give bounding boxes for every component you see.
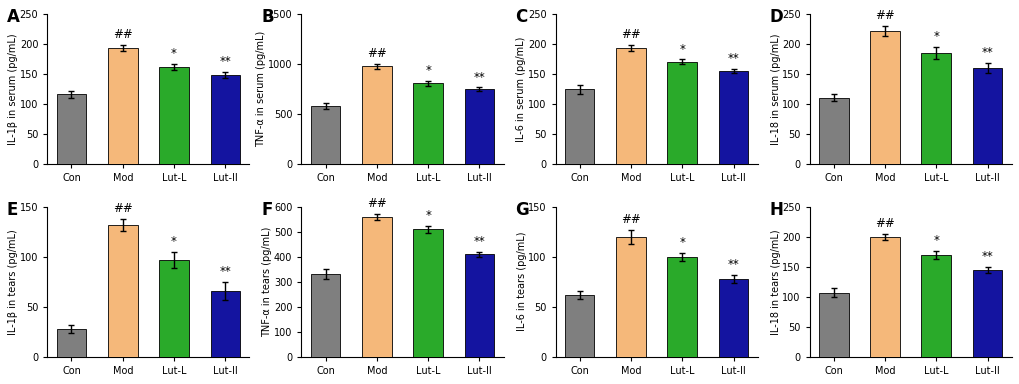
Bar (464, 89, 494, 164)
Bar (413, 229, 442, 357)
Bar (210, 291, 240, 357)
Text: F: F (261, 201, 272, 219)
Text: D: D (768, 8, 783, 26)
Text: **: ** (473, 235, 485, 248)
Y-axis label: IL-6 in tears (pg/mL): IL-6 in tears (pg/mL) (516, 232, 526, 331)
Y-axis label: TNF-α in tears (pg/mL): TNF-α in tears (pg/mL) (262, 227, 272, 337)
Text: **: ** (727, 258, 739, 271)
Text: H: H (768, 201, 783, 219)
Bar (565, 89, 594, 164)
Text: ##: ## (113, 28, 132, 41)
Text: *: * (679, 236, 685, 249)
Bar (413, 83, 442, 164)
Text: ##: ## (367, 48, 386, 60)
Text: *: * (171, 47, 177, 60)
Text: ##: ## (621, 213, 640, 226)
Bar (920, 255, 951, 357)
Bar (818, 293, 848, 357)
Text: **: ** (219, 55, 231, 68)
Y-axis label: IL-18 in serum (pg/mL): IL-18 in serum (pg/mL) (769, 33, 780, 145)
Text: **: ** (980, 250, 993, 263)
Text: A: A (7, 8, 19, 26)
Bar (565, 295, 594, 357)
Bar (869, 237, 899, 357)
Bar (362, 217, 391, 357)
Text: E: E (7, 201, 18, 219)
Text: **: ** (219, 265, 231, 278)
Text: B: B (261, 8, 273, 26)
Bar (666, 62, 696, 164)
Bar (311, 106, 340, 164)
Y-axis label: TNF-α in serum (pg/mL): TNF-α in serum (pg/mL) (256, 31, 266, 147)
Text: *: * (932, 234, 938, 247)
Bar (920, 53, 951, 164)
Bar (615, 237, 645, 357)
Bar (615, 48, 645, 164)
Bar (311, 274, 340, 357)
Y-axis label: IL-1β in tears (pg/mL): IL-1β in tears (pg/mL) (8, 229, 18, 334)
Text: C: C (515, 8, 527, 26)
Y-axis label: IL-6 in serum (pg/mL): IL-6 in serum (pg/mL) (516, 36, 526, 142)
Text: ##: ## (621, 28, 640, 41)
Text: **: ** (980, 46, 993, 60)
Text: ##: ## (874, 217, 894, 230)
Text: **: ** (473, 71, 485, 84)
Bar (718, 71, 748, 164)
Bar (718, 279, 748, 357)
Bar (818, 98, 848, 164)
Text: ##: ## (874, 9, 894, 22)
Text: G: G (515, 201, 528, 219)
Bar (666, 257, 696, 357)
Bar (869, 31, 899, 164)
Bar (56, 329, 87, 357)
Bar (362, 66, 391, 164)
Bar (108, 48, 138, 164)
Text: *: * (425, 209, 431, 222)
Text: *: * (425, 64, 431, 77)
Bar (159, 67, 189, 164)
Y-axis label: IL-18 in tears (pg/mL): IL-18 in tears (pg/mL) (769, 229, 780, 334)
Bar (972, 68, 1002, 164)
Y-axis label: IL-1β in serum (pg/mL): IL-1β in serum (pg/mL) (8, 33, 18, 145)
Text: ##: ## (367, 197, 386, 210)
Bar (159, 260, 189, 357)
Text: *: * (171, 235, 177, 248)
Bar (972, 270, 1002, 357)
Bar (464, 254, 494, 357)
Text: *: * (932, 30, 938, 43)
Text: *: * (679, 43, 685, 56)
Text: **: ** (727, 52, 739, 65)
Bar (56, 94, 87, 164)
Text: ##: ## (113, 202, 132, 215)
Bar (210, 75, 240, 164)
Bar (108, 225, 138, 357)
